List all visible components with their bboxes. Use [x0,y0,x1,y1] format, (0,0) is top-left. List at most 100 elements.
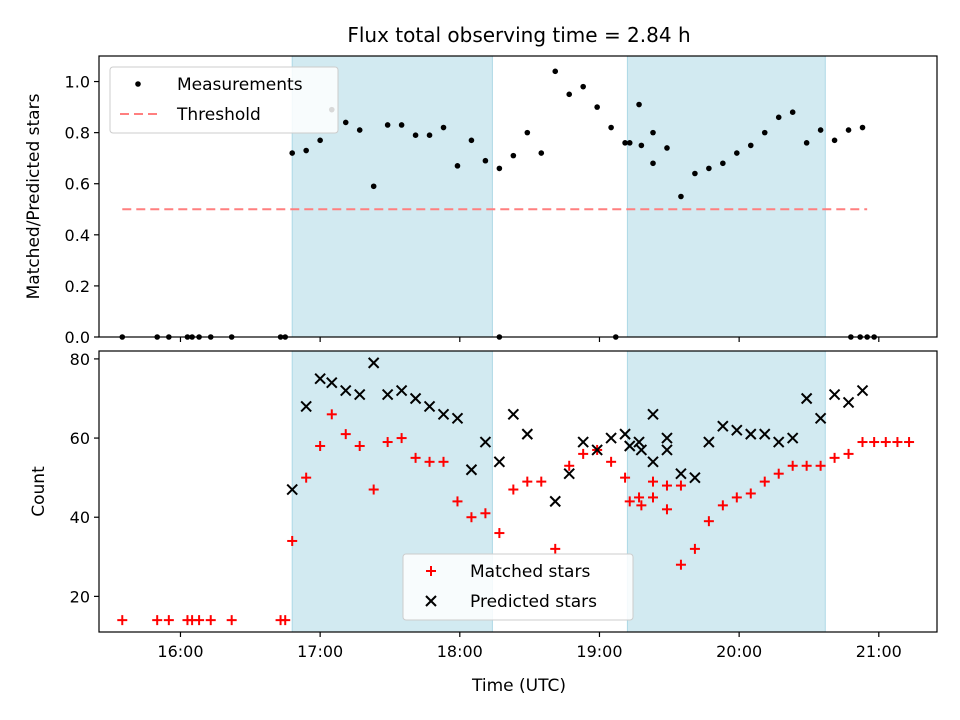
data-point [412,132,419,138]
marker-stroke [300,400,312,413]
x-axis-label: Time (UTC) [471,676,566,696]
data-point [857,437,868,448]
series-predicted-stars [286,357,869,508]
observing-window-band [626,350,826,633]
marker-stroke [717,420,729,432]
data-point [538,150,545,156]
data-point [828,388,841,401]
data-point [494,528,505,539]
marker-stroke [577,436,589,448]
marker-stroke [661,444,673,456]
data-point [301,472,312,483]
data-point [426,132,433,138]
marker-stroke [409,392,422,405]
data-point [367,357,380,369]
marker-stroke [521,428,534,440]
marker-stroke [479,436,492,448]
marker-stroke [493,456,506,468]
data-point [205,615,216,626]
data-point [815,460,826,471]
data-point [507,408,520,421]
legend-label: Measurements [177,75,303,95]
data-point [315,440,326,451]
data-point [493,456,506,468]
marker-stroke [786,432,799,444]
y-tick-label: 0.2 [65,277,90,296]
data-point [381,388,394,401]
data-point [287,535,298,546]
marker-stroke [507,408,520,421]
data-point [482,157,489,164]
data-point [633,436,645,448]
data-point [703,516,714,527]
marker-stroke [591,444,603,456]
data-point [619,428,631,440]
data-point [496,165,503,172]
marker-stroke [563,467,575,480]
data-point [326,376,338,389]
data-point [692,170,698,177]
legend-marker [135,81,141,87]
data-point [510,152,517,159]
data-point [466,512,477,523]
data-point [117,615,128,626]
marker-stroke [745,428,757,440]
data-point [423,400,436,413]
marker-stroke [675,467,687,480]
data-point [286,483,298,496]
data-point [689,543,700,554]
marker-stroke [326,376,338,389]
marker-stroke [425,595,437,607]
chart-title: Flux total observing time = 2.84 h [347,23,690,47]
data-point [892,437,903,448]
data-point [479,436,492,448]
data-point [720,160,726,167]
data-point [370,183,377,190]
marker-stroke [842,396,855,409]
marker-stroke [759,428,771,440]
marker-stroke [340,384,352,397]
data-point [650,129,656,136]
data-point [664,145,670,151]
marker-stroke [354,388,366,401]
data-point [606,456,617,467]
marker-stroke [647,456,659,468]
ratio-panel: 0.0 0.2 0.4 0.6 0.8 1.0 Matched/Predicted star… [24,55,938,347]
data-point [608,124,614,131]
data-point [787,460,798,471]
data-point [803,140,810,146]
marker-stroke [856,384,869,397]
marker-stroke [828,388,841,401]
y-tick-label: 0.4 [65,226,90,245]
data-point [289,150,296,156]
data-point [594,104,600,110]
marker-stroke [549,495,561,508]
data-point [801,460,812,471]
data-point [773,436,785,448]
data-point [745,428,757,440]
marker-stroke [661,432,673,444]
data-point [717,500,728,511]
plot-frame [98,350,938,633]
legend-marker [425,595,437,607]
data-point [789,109,796,115]
data-point [354,388,366,401]
marker-stroke [465,464,478,476]
data-point [759,428,771,440]
data-point [440,124,447,131]
data-point [536,476,547,487]
data-point [577,436,589,448]
data-point [382,437,393,448]
legend-box [109,66,339,134]
data-point [451,412,464,424]
y-tick-label: 0.6 [65,175,90,194]
data-point [717,420,729,432]
data-point [564,460,575,471]
data-point [580,83,586,90]
data-point [648,492,659,503]
marker-stroke [395,384,408,397]
data-point [647,408,659,421]
data-point [384,122,391,128]
data-point [747,142,754,149]
data-point [303,147,309,154]
